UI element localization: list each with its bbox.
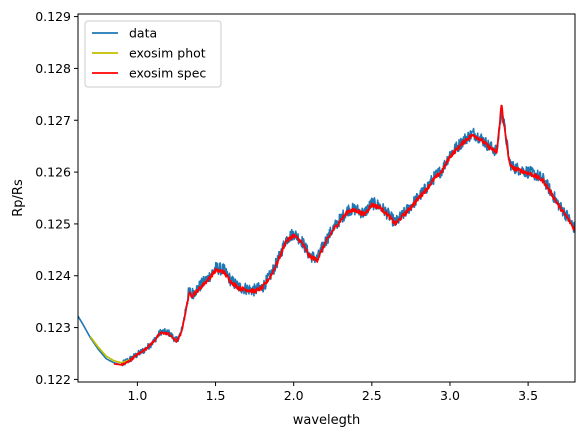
y-tick-label: 0.122: [35, 372, 71, 387]
y-tick-label: 0.125: [35, 216, 71, 231]
x-tick-label: 3.5: [518, 388, 538, 403]
series-exosim-phot-line: [89, 336, 130, 364]
y-tick-label: 0.124: [35, 268, 71, 283]
x-tick-label: 2.5: [362, 388, 382, 403]
y-axis-label: Rp/Rs: [11, 179, 26, 217]
series-exosim-spec-line: [113, 104, 575, 366]
y-tick-label: 0.127: [35, 113, 71, 128]
x-tick-label: 1.0: [127, 388, 147, 403]
x-axis-label: wavelegth: [293, 413, 361, 428]
x-tick-label: 3.0: [440, 388, 460, 403]
y-tick-label: 0.129: [35, 9, 71, 24]
axes-frame: [77, 13, 576, 383]
legend: data exosim phot exosim spec: [84, 20, 222, 88]
legend-label-exosim-spec: exosim spec: [129, 66, 206, 81]
x-tick-label: 2.0: [284, 388, 304, 403]
series-layer: [78, 104, 575, 367]
legend-label-data: data: [129, 26, 157, 41]
y-tick-label: 0.126: [35, 165, 71, 180]
legend-label-exosim-phot: exosim phot: [129, 46, 206, 61]
legend-box: [84, 20, 222, 88]
y-axis-ticks: 0.122 0.123 0.124 0.125 0.126 0.127 0.128 0.129: [35, 9, 78, 387]
series-data-line: [78, 106, 575, 367]
y-tick-label: 0.123: [35, 320, 71, 335]
x-tick-label: 1.5: [206, 388, 226, 403]
y-tick-label: 0.128: [35, 61, 71, 76]
x-axis-ticks: 1.0 1.5 2.0 2.5 3.0 3.5: [127, 382, 538, 403]
